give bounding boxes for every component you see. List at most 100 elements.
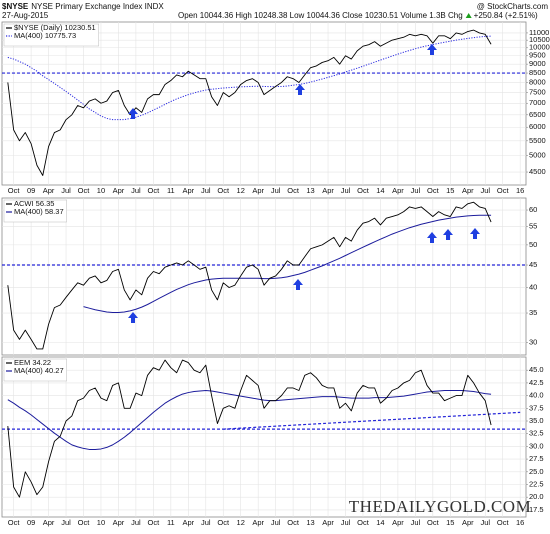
y-tick-label: 30: [529, 337, 537, 346]
y-tick-label: 42.5: [529, 378, 544, 387]
x-tick-label: 11: [167, 518, 175, 527]
series-line: [83, 214, 492, 313]
x-tick-label: 16: [516, 518, 524, 527]
y-tick-label: 5000: [529, 151, 546, 160]
chart-title: $NYSE NYSE Primary Exchange Index INDX: [2, 2, 164, 11]
trend-line: [223, 411, 521, 430]
y-tick-label: 9000: [529, 59, 546, 68]
y-tick-label: 30.0: [529, 441, 544, 450]
x-tick-label: Oct: [287, 518, 300, 527]
legend-label: MA(400) 40.27: [14, 366, 64, 375]
x-tick-label: Jul: [271, 186, 281, 195]
y-tick-label: 10000: [529, 43, 550, 52]
change: +250.84 (+2.51%): [474, 11, 538, 20]
x-tick-label: Apr: [182, 186, 194, 195]
x-tick-label: 16: [516, 186, 524, 195]
y-tick-label: 45: [529, 260, 537, 269]
annotations: THEDAILYGOLD.COM: [128, 44, 531, 516]
series-line: [7, 29, 492, 176]
change-arrow: [465, 13, 472, 18]
arrow: [427, 232, 437, 243]
x-tick-label: Jul: [411, 186, 421, 195]
y-tick-label: 40: [529, 283, 537, 292]
x-tick-label: Apr: [392, 186, 404, 195]
x-tick-label: Oct: [8, 186, 21, 195]
x-tick-label: Oct: [148, 186, 161, 195]
series-line: [7, 35, 492, 121]
x-tick-label: Apr: [252, 518, 264, 527]
x-tick-label: 12: [237, 186, 245, 195]
x-tick-label: Apr: [462, 186, 474, 195]
y-tick-label: 4500: [529, 167, 546, 176]
x-tick-label: 15: [446, 518, 454, 527]
x-tick-label: 15: [446, 186, 454, 195]
x-tick-label: Oct: [8, 518, 21, 527]
y-tick-label: 60: [529, 205, 537, 214]
arrows: [128, 44, 480, 323]
x-tick-label: Oct: [78, 186, 91, 195]
arrow: [293, 279, 303, 290]
series-line: [7, 201, 492, 350]
y-tick-label: 45.0: [529, 365, 544, 374]
x-tick-label: Oct: [497, 186, 510, 195]
x-tick-label: Jul: [341, 518, 351, 527]
x-tick-label: Apr: [392, 518, 404, 527]
legend-label: MA(400) 10775.73: [14, 31, 76, 40]
y-tick-label: 50: [529, 240, 537, 249]
x-tick-label: Jul: [61, 186, 71, 195]
y-tick-label: 6500: [529, 110, 546, 119]
legend-box: [3, 358, 67, 382]
legend-label: MA(400) 58.37: [14, 207, 64, 216]
y-tick-label: 9500: [529, 51, 546, 60]
x-tick-label: Jul: [201, 186, 211, 195]
series-line: [7, 390, 492, 450]
legend-box: [3, 199, 67, 223]
x-tick-label: Jul: [480, 518, 490, 527]
x-tick-label: Jul: [341, 186, 351, 195]
x-tick-label: Apr: [322, 186, 334, 195]
y-tick-label: 22.5: [529, 479, 544, 488]
x-tick-label: Oct: [497, 518, 510, 527]
x-tick-label: Jul: [131, 186, 141, 195]
arrow: [443, 229, 453, 240]
y-tick-label: 11000: [529, 28, 549, 37]
y-tick-label: 27.5: [529, 454, 544, 463]
x-tick-label: Apr: [252, 186, 264, 195]
x-tick-label: Oct: [217, 186, 230, 195]
x-tick-label: 13: [306, 186, 314, 195]
arrow: [128, 312, 138, 323]
x-tick-label: Apr: [462, 518, 474, 527]
panel: 45.0 42.5 40.0 37.5 35.0 32.5 30.0 27.5 25.0 22.5…: [1, 356, 544, 527]
y-tick-label: 8000: [529, 77, 546, 86]
y-tick-label: 37.5: [529, 403, 544, 412]
series-line: [7, 359, 492, 498]
index-name: NYSE Primary Exchange Index INDX: [31, 2, 164, 11]
x-tick-label: 09: [27, 518, 35, 527]
x-tick-label: Apr: [182, 518, 194, 527]
arrow: [470, 228, 480, 239]
legend-label: EEM 34.22: [14, 358, 51, 367]
x-tick-label: 14: [376, 186, 384, 195]
x-tick-label: 09: [27, 186, 35, 195]
y-tick-label: 5500: [529, 136, 546, 145]
y-tick-label: 17.5: [529, 505, 544, 514]
x-tick-label: Apr: [43, 186, 55, 195]
x-tick-label: 10: [97, 518, 105, 527]
x-tick-label: Jul: [480, 186, 490, 195]
x-tick-label: Jul: [131, 518, 141, 527]
y-tick-label: 20.0: [529, 492, 544, 501]
arrow: [427, 44, 437, 55]
legend-box: [3, 23, 99, 47]
y-tick-label: 35: [529, 308, 537, 317]
x-tick-label: Apr: [113, 186, 125, 195]
x-tick-label: Apr: [322, 518, 334, 527]
y-tick-label: 7000: [529, 98, 546, 107]
arrow: [128, 108, 138, 119]
source: @ StockCharts.com: [477, 2, 549, 11]
y-tick-label: 40.0: [529, 391, 544, 400]
x-tick-label: 10: [97, 186, 105, 195]
x-tick-label: 13: [306, 518, 314, 527]
y-tick-label: 7500: [529, 88, 546, 97]
